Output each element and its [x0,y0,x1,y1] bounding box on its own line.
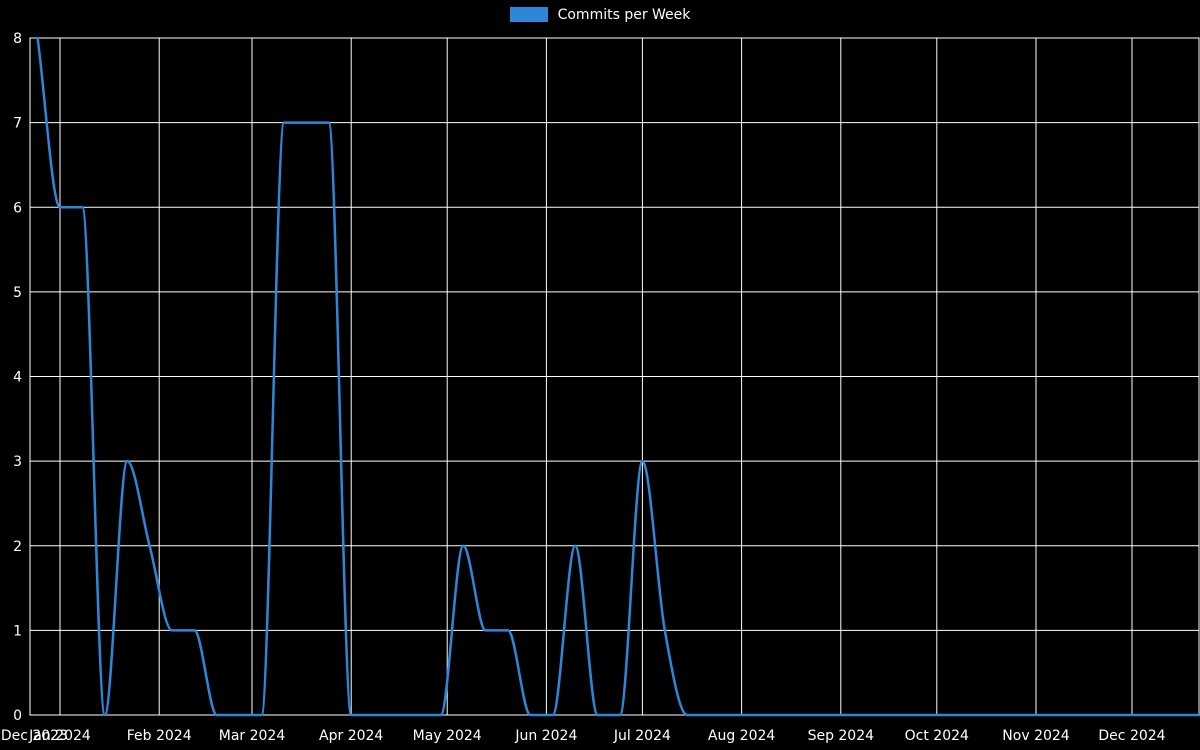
y-tick-label: 3 [13,454,22,470]
x-tick-label: Apr 2024 [319,728,383,744]
x-tick-label: Feb 2024 [127,728,192,744]
y-tick-label: 1 [13,623,22,639]
x-tick-label: Nov 2024 [1002,728,1069,744]
y-tick-label: 2 [13,539,22,555]
commits-line-series [36,36,1200,717]
y-tick-label: 0 [13,708,22,724]
legend-swatch [509,7,548,22]
x-tick-label: Mar 2024 [219,728,286,744]
chart-legend[interactable]: Commits per Week [0,7,1200,22]
x-tick-label: Oct 2024 [905,728,969,744]
x-tick-label: Jul 2024 [613,728,671,744]
x-tick-label: Jun 2024 [514,728,577,744]
y-tick-label: 6 [13,200,22,216]
x-tick-label: Aug 2024 [708,728,776,744]
y-tick-label: 4 [13,370,22,386]
x-tick-label: Jan 2024 [28,728,91,744]
y-tick-label: 7 [13,116,22,132]
y-tick-label: 8 [13,31,22,47]
legend-label: Commits per Week [557,6,691,23]
x-tick-label: Sep 2024 [808,728,875,744]
x-tick-label: Dec 2023 [1,728,68,744]
x-tick-label: Dec 2024 [1098,728,1165,744]
y-tick-label: 5 [13,285,22,301]
x-tick-label: May 2024 [413,728,482,744]
